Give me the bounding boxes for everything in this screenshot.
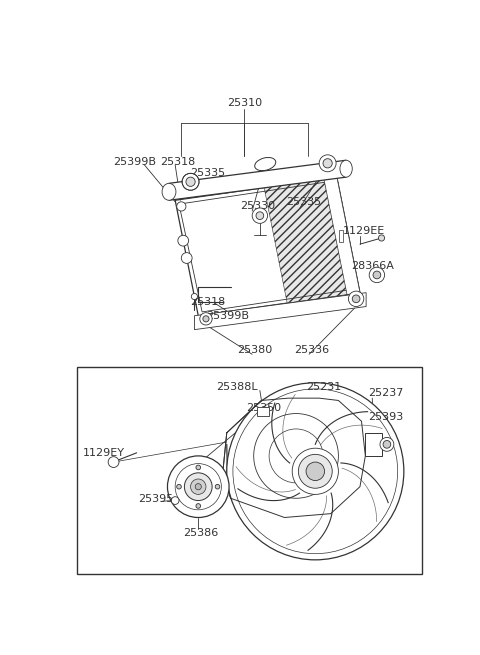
Text: 25330: 25330 [240, 200, 275, 211]
Text: 25237: 25237 [368, 388, 403, 398]
Text: 25310: 25310 [227, 98, 262, 108]
Circle shape [348, 291, 364, 307]
Circle shape [269, 429, 323, 483]
Circle shape [254, 413, 338, 498]
Circle shape [178, 235, 189, 246]
Text: 25399B: 25399B [206, 310, 249, 321]
Circle shape [108, 457, 119, 468]
Text: 1129EY: 1129EY [83, 448, 125, 458]
Circle shape [227, 383, 404, 560]
Circle shape [299, 455, 332, 488]
Circle shape [352, 295, 360, 303]
Text: 25395: 25395 [138, 494, 173, 504]
Text: 1129EE: 1129EE [343, 226, 385, 236]
Text: 25388L: 25388L [216, 382, 258, 392]
Circle shape [196, 465, 201, 470]
Circle shape [191, 479, 206, 495]
Circle shape [306, 462, 324, 481]
Circle shape [319, 155, 336, 172]
Bar [257, 407, 269, 416]
Polygon shape [169, 160, 346, 200]
Circle shape [177, 202, 186, 211]
Circle shape [256, 212, 264, 219]
Text: 25350: 25350 [246, 403, 281, 413]
Ellipse shape [255, 157, 276, 171]
Circle shape [186, 177, 195, 187]
Circle shape [196, 504, 201, 508]
Text: 25386: 25386 [183, 528, 218, 538]
Text: 25318: 25318 [160, 157, 195, 167]
Bar [339, 230, 344, 242]
Circle shape [215, 485, 220, 489]
Circle shape [203, 316, 209, 322]
Circle shape [383, 441, 391, 448]
Text: 25231: 25231 [306, 382, 341, 392]
Text: 25336: 25336 [294, 345, 329, 354]
Ellipse shape [340, 160, 352, 177]
Text: 25318: 25318 [191, 297, 226, 307]
Circle shape [380, 438, 394, 451]
Circle shape [369, 267, 384, 283]
Circle shape [233, 389, 398, 553]
Ellipse shape [162, 183, 176, 200]
Text: 25335: 25335 [191, 168, 226, 178]
Circle shape [252, 208, 267, 223]
Text: 28366A: 28366A [351, 261, 394, 271]
Circle shape [184, 473, 212, 500]
Circle shape [378, 235, 384, 241]
Polygon shape [223, 398, 365, 517]
Circle shape [182, 174, 199, 190]
Text: 25380: 25380 [237, 345, 272, 354]
Circle shape [195, 483, 201, 490]
Polygon shape [194, 293, 366, 329]
Circle shape [373, 271, 381, 279]
Circle shape [171, 496, 179, 504]
Circle shape [323, 159, 332, 168]
Polygon shape [175, 177, 360, 316]
Bar [365, 433, 382, 456]
Circle shape [177, 485, 181, 489]
Polygon shape [324, 177, 360, 295]
Text: 25399B: 25399B [114, 157, 156, 167]
Circle shape [175, 464, 221, 510]
Circle shape [181, 253, 192, 263]
Text: 25335: 25335 [286, 196, 321, 207]
Circle shape [192, 293, 197, 299]
Text: 25393: 25393 [368, 413, 403, 422]
Circle shape [168, 456, 229, 517]
Polygon shape [264, 177, 360, 303]
Bar [77, 367, 421, 574]
Circle shape [200, 312, 212, 325]
Circle shape [292, 448, 338, 495]
